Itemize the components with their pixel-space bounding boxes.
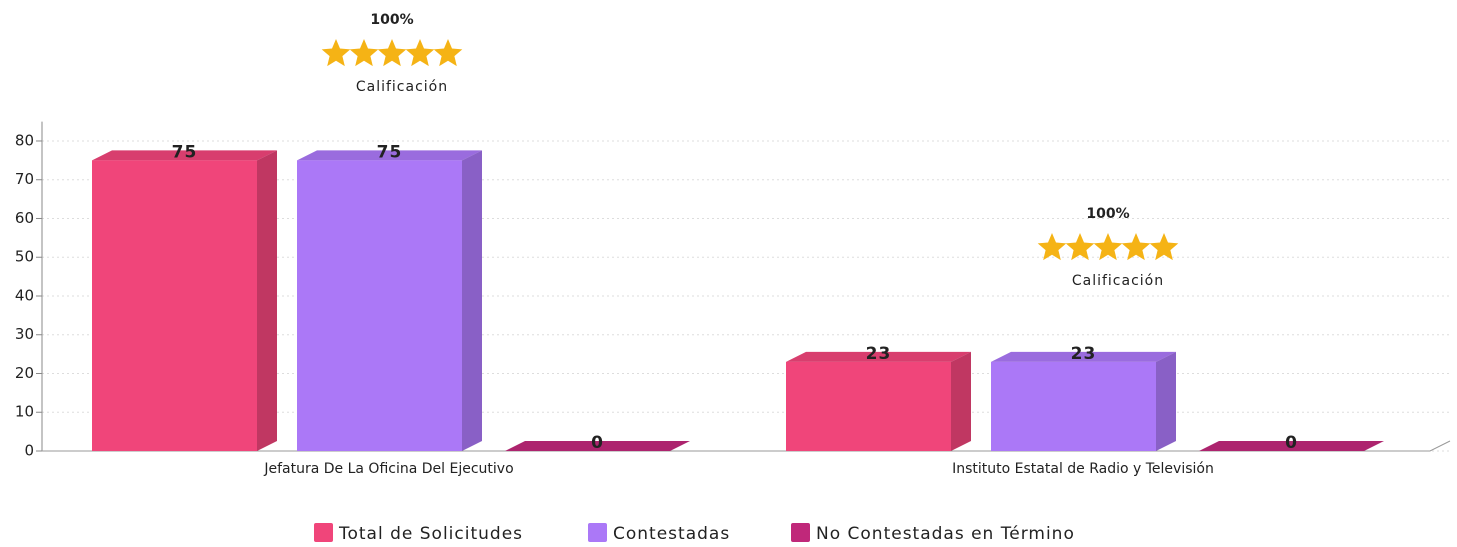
star: [406, 39, 435, 66]
legend-label: Contestadas: [613, 524, 730, 544]
legend-label: Total de Solicitudes: [338, 524, 523, 544]
star: [1094, 233, 1123, 260]
value-label: 0: [1285, 433, 1298, 453]
y-tick-label: 40: [15, 286, 34, 304]
y-tick-label: 60: [15, 209, 34, 227]
x-tick-label: Instituto Estatal de Radio y Televisión: [952, 461, 1214, 477]
bar-side: [951, 352, 971, 451]
x-tick-label: Jefatura De La Oficina Del Ejecutivo: [263, 461, 513, 477]
bar: [991, 362, 1156, 451]
value-label: 23: [866, 344, 892, 364]
bar-side: [462, 150, 482, 451]
rating-score: 100%: [370, 12, 413, 28]
star: [1066, 233, 1095, 260]
y-tick-label: 10: [15, 403, 34, 421]
rating-caption: Calificación: [356, 79, 448, 95]
bar: [92, 160, 257, 451]
value-label: 75: [377, 142, 403, 162]
legend-swatch: [791, 523, 810, 542]
value-label: 75: [172, 142, 198, 162]
rating-caption: Calificación: [1072, 273, 1164, 289]
y-tick-label: 50: [15, 248, 34, 266]
y-tick-label: 0: [24, 442, 34, 460]
star: [1122, 233, 1151, 260]
y-tick-label: 20: [15, 364, 34, 382]
star: [378, 39, 407, 66]
star: [1150, 233, 1179, 260]
star: [1038, 233, 1067, 260]
chart: 0 10 20 30 40 50 60 70 80 Jefatura De La Oficina …: [0, 0, 1457, 547]
y-tick-label: 30: [15, 325, 34, 343]
legend-label: No Contestadas en Término: [816, 524, 1075, 544]
bar: [297, 160, 462, 451]
bar-side: [1156, 352, 1176, 451]
star: [350, 39, 379, 66]
star: [322, 39, 351, 66]
rating-score: 100%: [1086, 206, 1129, 222]
legend-swatch: [588, 523, 607, 542]
value-label: 23: [1071, 344, 1097, 364]
value-label: 0: [591, 433, 604, 453]
y-tick-label: 70: [15, 170, 34, 188]
y-tick-label: 80: [15, 131, 34, 149]
legend-swatch: [314, 523, 333, 542]
bar: [786, 362, 951, 451]
bar-side: [257, 150, 277, 451]
star: [434, 39, 463, 66]
